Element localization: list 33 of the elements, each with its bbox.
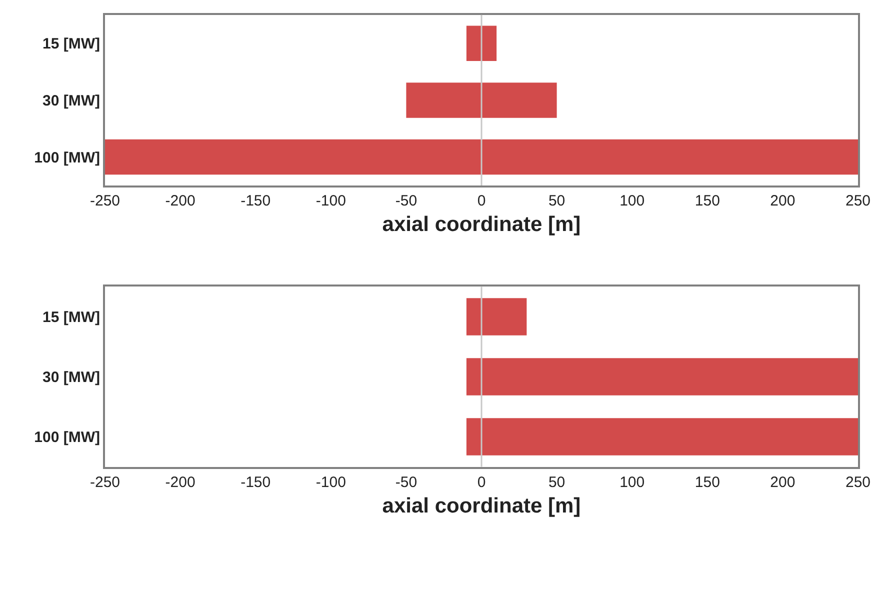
x-tick-label: -150 [240, 474, 271, 491]
x-tick-label: -50 [395, 192, 418, 210]
x-axis-title: axial coordinate [m] [382, 494, 581, 518]
y-tick-label: 15 [MW] [42, 309, 100, 326]
bar [466, 26, 497, 61]
x-tick-label: 150 [694, 474, 720, 491]
x-tick-label: -150 [240, 192, 271, 210]
x-tick-label: 100 [620, 192, 645, 210]
x-tick-label: 250 [845, 192, 871, 210]
x-tick-label: -200 [165, 192, 196, 210]
x-tick-label: 0 [477, 474, 486, 491]
x-tick-label: 50 [548, 474, 566, 491]
x-tick-label: -250 [90, 192, 120, 210]
y-tick-label: 100 [MW] [34, 429, 100, 446]
y-tick-label: 15 [MW] [42, 36, 100, 53]
bar [406, 82, 557, 118]
x-tick-label: 0 [477, 192, 486, 210]
x-tick-label: 250 [845, 474, 871, 491]
x-tick-label: -100 [316, 192, 346, 210]
x-tick-label: 50 [548, 192, 566, 210]
x-tick-label: 100 [620, 474, 645, 491]
x-tick-label: 200 [770, 192, 796, 210]
x-tick-label: 200 [770, 474, 796, 491]
x-tick-label: -100 [316, 474, 346, 491]
y-tick-label: 30 [MW] [42, 369, 100, 386]
x-tick-label: -200 [165, 474, 196, 491]
x-tick-label: 150 [694, 192, 720, 210]
y-tick-label: 30 [MW] [42, 92, 100, 110]
x-tick-label: -50 [395, 474, 418, 491]
bar [105, 139, 858, 175]
x-tick-label: -250 [90, 474, 120, 491]
x-axis-title: axial coordinate [m] [382, 213, 581, 236]
y-tick-label: 100 [MW] [34, 149, 100, 166]
